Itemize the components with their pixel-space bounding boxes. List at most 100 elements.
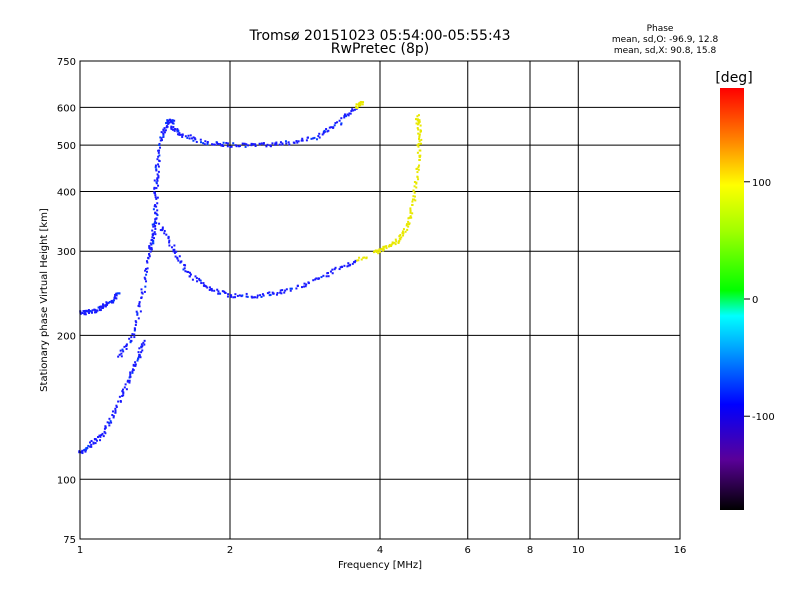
data-point	[155, 168, 158, 171]
data-point	[129, 371, 132, 374]
data-point	[154, 224, 157, 227]
data-point	[137, 317, 140, 320]
data-point	[100, 433, 103, 436]
data-point	[129, 373, 132, 376]
data-point	[187, 271, 190, 274]
data-point	[206, 143, 209, 146]
data-point	[118, 292, 121, 295]
chart-subtitle: RwPretec (8p)	[331, 41, 429, 57]
data-point	[131, 371, 134, 374]
data-point	[186, 136, 189, 139]
data-point	[418, 133, 421, 136]
data-point	[184, 270, 187, 273]
data-point	[162, 128, 165, 131]
data-point	[151, 233, 154, 236]
data-point	[157, 165, 160, 168]
x-tick-label: 6	[465, 545, 471, 556]
data-point	[243, 142, 246, 145]
x-tick-labels: 1 2 4 6 8 10 16	[77, 545, 687, 556]
data-point	[155, 169, 158, 172]
data-point	[102, 435, 105, 438]
data-point	[140, 291, 143, 294]
data-point	[418, 119, 421, 122]
data-point	[104, 432, 107, 435]
data-point	[409, 215, 412, 218]
data-point	[156, 179, 159, 182]
data-point	[143, 276, 146, 279]
data-point	[318, 136, 321, 139]
data-point	[121, 348, 124, 351]
data-point	[256, 296, 259, 299]
data-point	[417, 143, 420, 146]
data-point	[109, 420, 112, 423]
data-point	[172, 248, 175, 251]
data-point	[252, 296, 255, 299]
data-point	[241, 294, 244, 297]
data-point	[179, 260, 182, 263]
data-point	[153, 205, 156, 208]
data-point	[177, 259, 180, 262]
data-point	[157, 155, 160, 158]
data-point	[119, 349, 122, 352]
data-point	[354, 105, 357, 108]
info-line-o: mean, sd,O: -96.9, 12.8	[612, 35, 719, 45]
data-point	[348, 112, 351, 115]
data-point	[357, 104, 360, 107]
data-point	[206, 286, 209, 289]
data-point	[118, 395, 121, 398]
data-point	[167, 237, 170, 240]
data-point	[149, 250, 152, 253]
data-point	[153, 231, 156, 234]
data-point	[81, 450, 84, 453]
data-point	[114, 409, 117, 412]
data-point	[416, 115, 419, 118]
chart-title: Tromsø 20151023 05:54:00-05:55:43	[249, 28, 511, 44]
data-point	[338, 268, 341, 271]
data-point	[253, 296, 256, 299]
data-point	[340, 117, 343, 120]
data-point	[121, 388, 124, 391]
data-point	[378, 249, 381, 252]
data-point	[168, 118, 171, 121]
data-point	[224, 291, 227, 294]
data-point	[95, 439, 98, 442]
data-point	[184, 135, 187, 138]
data-point	[259, 294, 262, 297]
data-point	[417, 168, 420, 171]
data-point	[145, 280, 148, 283]
data-point	[359, 102, 362, 105]
data-point	[152, 225, 155, 228]
data-point	[331, 268, 334, 271]
data-point	[418, 135, 421, 138]
data-point	[409, 207, 412, 210]
data-point	[306, 136, 309, 139]
data-point	[160, 137, 163, 140]
data-point	[112, 416, 115, 419]
data-point	[128, 337, 131, 340]
colorbar	[720, 88, 744, 510]
data-point	[190, 137, 193, 140]
plot-frame	[79, 60, 681, 540]
data-point	[409, 209, 412, 212]
data-point	[154, 194, 157, 197]
data-point	[175, 250, 178, 253]
data-point	[187, 134, 190, 137]
data-point	[157, 175, 160, 178]
data-point	[307, 282, 310, 285]
data-point	[156, 202, 159, 205]
data-point	[417, 122, 420, 125]
data-point	[83, 448, 86, 451]
data-point	[193, 137, 196, 140]
data-point	[301, 137, 304, 140]
data-point	[90, 443, 93, 446]
data-point	[166, 125, 169, 128]
data-point	[293, 141, 296, 144]
data-point	[148, 246, 151, 249]
data-point	[145, 260, 148, 263]
data-point	[172, 126, 175, 129]
data-point	[202, 282, 205, 285]
data-point	[352, 109, 355, 112]
data-point	[196, 280, 199, 283]
data-point	[192, 139, 195, 142]
